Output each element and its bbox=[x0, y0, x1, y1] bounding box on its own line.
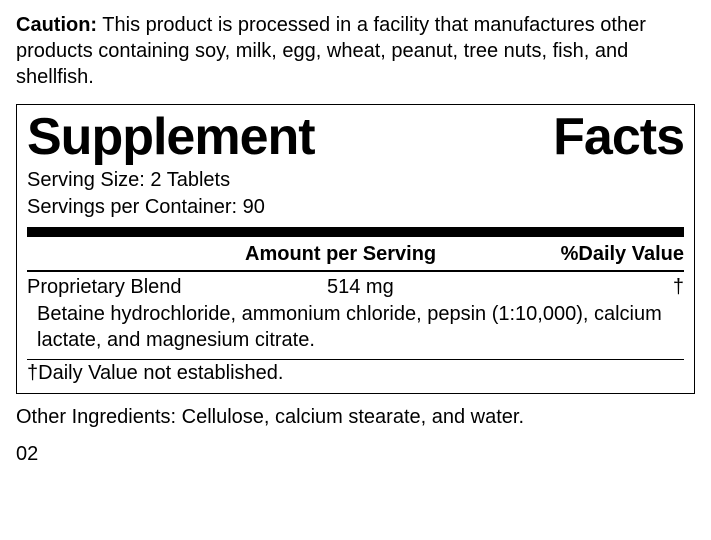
blend-ingredients: Betaine hydrochloride, ammonium chloride… bbox=[27, 301, 684, 359]
header-spacer bbox=[27, 243, 227, 266]
product-code: 02 bbox=[16, 443, 695, 466]
serving-info: Serving Size: 2 Tablets Servings per Con… bbox=[27, 167, 684, 221]
header-dv: %Daily Value bbox=[524, 243, 684, 266]
servings-per-container: Servings per Container: 90 bbox=[27, 194, 684, 221]
title-right: Facts bbox=[553, 111, 684, 163]
title-left: Supplement bbox=[27, 111, 315, 163]
caution-body: This product is processed in a facility … bbox=[16, 14, 646, 88]
other-ingredients: Other Ingredients: Cellulose, calcium st… bbox=[16, 406, 695, 429]
row-amount: 514 mg bbox=[287, 276, 644, 299]
row-dv: † bbox=[644, 276, 684, 299]
header-amount: Amount per Serving bbox=[227, 243, 524, 266]
thick-rule bbox=[27, 227, 684, 237]
serving-size: Serving Size: 2 Tablets bbox=[27, 167, 684, 194]
supplement-facts-panel: Supplement Facts Serving Size: 2 Tablets… bbox=[16, 104, 695, 394]
caution-text: Caution: This product is processed in a … bbox=[16, 12, 695, 90]
panel-title: Supplement Facts bbox=[27, 109, 684, 165]
row-name: Proprietary Blend bbox=[27, 276, 287, 299]
table-row: Proprietary Blend 514 mg † bbox=[27, 272, 684, 301]
dv-footnote: †Daily Value not established. bbox=[27, 360, 684, 387]
column-headers: Amount per Serving %Daily Value bbox=[27, 239, 684, 270]
caution-label: Caution: bbox=[16, 14, 97, 36]
